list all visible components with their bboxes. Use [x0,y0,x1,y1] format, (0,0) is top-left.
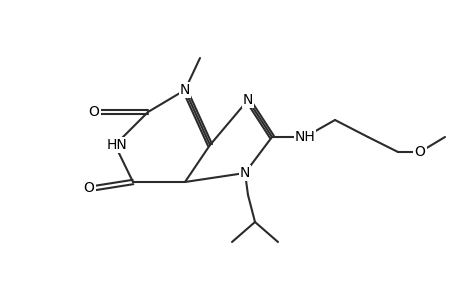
Text: HN: HN [106,138,127,152]
Text: O: O [414,145,425,159]
Text: O: O [89,105,99,119]
Text: N: N [239,166,250,180]
Text: N: N [179,83,190,97]
Text: N: N [242,93,252,107]
Text: NH: NH [294,130,315,144]
Text: O: O [84,181,94,195]
